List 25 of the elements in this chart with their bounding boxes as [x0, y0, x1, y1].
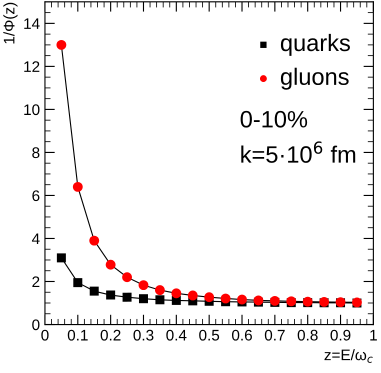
- x-tick-label: 0.5: [199, 330, 220, 341]
- x-tick-label: 0: [41, 330, 49, 341]
- y-tick-label: 14: [24, 18, 40, 29]
- annotation: k=5·10$^{6}$ fm: [241, 141, 356, 163]
- annotation: 0-10%: [240, 110, 308, 128]
- x-tick-label: 0.2: [100, 330, 120, 341]
- legend-label: quarks: [280, 34, 350, 56]
- x-tick-label: 0.9: [330, 330, 350, 341]
- y-tick-label: 10: [24, 104, 40, 116]
- x-tick-label: 0.6: [232, 330, 252, 341]
- y-tick-label: 6: [32, 190, 40, 202]
- y-axis-title: 1/Φ(z): [3, 2, 18, 44]
- x-axis-title: z=E/ω$_{c}$: [324, 349, 373, 363]
- y-tick-label: 0: [32, 319, 40, 330]
- x-tick-label: 0.7: [264, 330, 285, 341]
- y-tick-label: 4: [32, 233, 40, 244]
- x-tick-label: 0.8: [298, 330, 318, 341]
- x-tick-label: 0.4: [166, 330, 186, 341]
- x-tick-label: 0.1: [68, 330, 88, 341]
- x-tick-label: 1: [370, 330, 377, 340]
- y-tick-label: 12: [24, 61, 40, 72]
- y-tick-label: 8: [32, 147, 40, 158]
- legend-label: gluons: [280, 68, 349, 90]
- x-tick-label: 0.3: [133, 330, 154, 341]
- y-tick-label: 2: [32, 276, 40, 288]
